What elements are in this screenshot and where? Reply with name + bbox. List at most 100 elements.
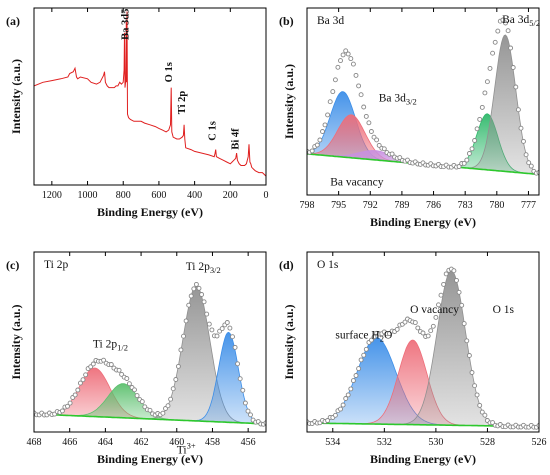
raw-data-marker [173, 377, 179, 382]
raw-data-marker [368, 337, 374, 343]
peak-label: Ba vacancy [330, 177, 384, 189]
raw-data-marker [376, 142, 382, 148]
raw-data-marker [469, 370, 475, 375]
plot-area [34, 11, 266, 177]
raw-data-marker [338, 406, 343, 412]
raw-data-marker [348, 386, 354, 392]
raw-data-marker [248, 412, 253, 418]
x-tick-label: 789 [394, 200, 409, 211]
raw-data-marker [474, 392, 480, 398]
raw-data-marker [505, 28, 511, 34]
raw-data-marker [503, 20, 508, 26]
panel-c: 468 466 464 462 460 458 456 Binding Energy (eV)… [6, 251, 267, 466]
raw-data-marker [420, 330, 426, 336]
raw-data-marker [477, 402, 483, 408]
raw-data-marker [425, 333, 431, 339]
raw-data-marker [430, 323, 436, 329]
raw-data-marker [132, 387, 137, 393]
raw-data-marker [77, 380, 83, 386]
y-axis-title: Intensity (a.u.) [282, 64, 296, 139]
raw-data-marker [523, 152, 529, 158]
raw-data-marker [72, 392, 78, 398]
raw-data-marker [464, 157, 470, 163]
raw-data-marker [472, 138, 478, 143]
raw-data-marker [353, 373, 359, 378]
panel-tag: (a) [6, 14, 20, 28]
raw-data-marker [484, 79, 490, 85]
x-tick-label: 1000 [78, 190, 98, 201]
raw-data-marker [474, 126, 480, 132]
raw-data-marker [361, 104, 367, 110]
raw-data-marker [454, 277, 459, 283]
raw-data-marker [381, 146, 387, 152]
raw-data-marker [65, 403, 70, 409]
x-tick-label: 462 [134, 437, 149, 448]
panel-tag: (d) [279, 258, 294, 272]
peak-label: O 1s [164, 62, 175, 82]
raw-data-marker [356, 366, 362, 372]
raw-data-marker [325, 418, 331, 423]
raw-data-marker [345, 392, 351, 398]
peak-label: Bi 4f [230, 128, 241, 150]
raw-data-marker [479, 409, 485, 415]
raw-data-marker [343, 48, 349, 54]
raw-data-marker [134, 393, 140, 399]
raw-data-marker [235, 361, 241, 367]
raw-data-marker [165, 403, 171, 409]
raw-data-marker [528, 163, 534, 169]
raw-data-marker [327, 99, 333, 105]
panel-tag: (b) [279, 14, 294, 28]
peak-label: C 1s [208, 121, 219, 141]
x-tick-label: 464 [98, 437, 113, 448]
raw-data-marker [240, 387, 246, 393]
x-tick-label: 534 [325, 437, 340, 448]
raw-data-marker [116, 367, 122, 373]
raw-data-marker [438, 292, 444, 298]
x-tick-label: 792 [363, 200, 378, 211]
raw-data-marker [356, 83, 362, 89]
raw-data-marker [461, 160, 467, 166]
raw-data-marker [358, 92, 364, 98]
raw-data-marker [345, 51, 351, 57]
plot-area [307, 17, 539, 176]
raw-data-marker [325, 112, 331, 118]
raw-data-marker [526, 160, 532, 166]
plot-area [307, 266, 539, 430]
raw-data-marker [451, 268, 457, 274]
x-tick-label: 800 [116, 190, 131, 201]
raw-data-marker [510, 65, 516, 70]
x-tick-label: 780 [489, 200, 504, 211]
raw-data-marker [487, 65, 493, 71]
x-tick-label: 798 [300, 200, 315, 211]
raw-data-marker [237, 376, 243, 382]
plot-frame [306, 7, 540, 196]
y-axis-title: Intensity (a.u.) [9, 59, 23, 134]
raw-data-marker [193, 281, 199, 287]
raw-data-marker [348, 56, 354, 62]
x-tick-label: 795 [331, 200, 346, 211]
x-tick-label: 526 [532, 437, 547, 448]
x-tick-label: 777 [521, 200, 536, 211]
x-tick-label: 786 [426, 200, 441, 211]
raw-data-marker [412, 320, 418, 326]
x-tick-label: 200 [223, 190, 238, 201]
raw-data-marker [181, 333, 186, 339]
peak-label: Ti 2p1/2 [93, 338, 128, 352]
raw-data-marker [358, 357, 364, 363]
raw-data-marker [101, 357, 107, 363]
peak-label: O vacancy [410, 304, 459, 316]
raw-data-marker [521, 138, 526, 144]
x-tick-label: 1200 [42, 190, 62, 201]
raw-data-marker [466, 151, 472, 156]
panel-title: Ba 3d [317, 15, 344, 27]
raw-data-marker [309, 148, 315, 154]
raw-data-marker [353, 72, 359, 78]
raw-data-marker [436, 302, 441, 308]
raw-data-marker [479, 104, 485, 110]
peak-label: Ba 3d5/2 [502, 14, 540, 28]
x-tick-label: 532 [377, 437, 392, 448]
peak-label: O 1s [493, 304, 515, 316]
raw-data-marker [515, 107, 521, 113]
plot-area [34, 281, 266, 427]
raw-data-marker [320, 129, 325, 134]
